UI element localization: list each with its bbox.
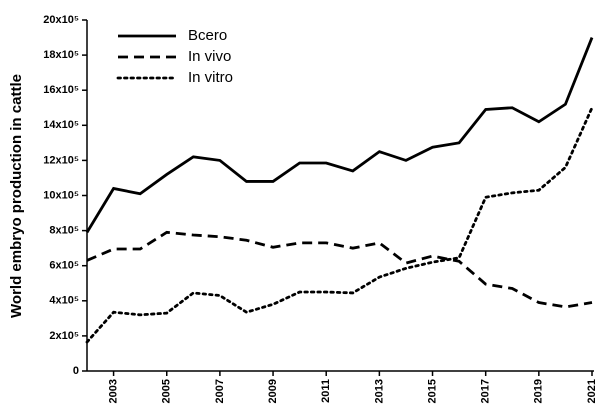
y-tick-label: 4x10⁵ — [49, 295, 79, 307]
legend-label: Bcero — [188, 27, 227, 44]
x-tick-label: 2021 — [586, 379, 598, 403]
y-tick-label: 10x10⁵ — [43, 189, 79, 201]
x-tick-label: 2009 — [267, 379, 279, 403]
x-tick-label: 2017 — [480, 379, 492, 403]
y-tick-label: 0 — [73, 365, 79, 377]
x-tick-label: 2007 — [214, 379, 226, 403]
legend-label: In vitro — [188, 69, 233, 86]
x-tick-label: 2011 — [320, 379, 332, 403]
x-tick-label: 2005 — [161, 379, 173, 403]
x-tick-label: 2015 — [426, 379, 438, 403]
x-tick-label: 2013 — [373, 379, 385, 403]
y-tick-label: 16x10⁵ — [43, 84, 79, 96]
y-tick-label: 18x10⁵ — [43, 49, 79, 61]
y-tick-label: 8x10⁵ — [49, 225, 79, 237]
line — [86, 230, 593, 309]
legend-label: In vivo — [188, 48, 231, 65]
y-axis-label: World embryo production in cattle — [8, 74, 25, 318]
x-tick-label: 2019 — [533, 379, 545, 403]
y-tick-label: 20x10⁵ — [43, 14, 79, 26]
line — [85, 106, 594, 344]
y-tick-label: 2x10⁵ — [49, 330, 79, 342]
y-tick-label: 6x10⁵ — [49, 260, 79, 272]
x-tick-label: 2003 — [107, 379, 119, 403]
line — [85, 37, 594, 234]
y-tick-label: 14x10⁵ — [43, 119, 79, 131]
y-tick-label: 12x10⁵ — [43, 154, 79, 166]
